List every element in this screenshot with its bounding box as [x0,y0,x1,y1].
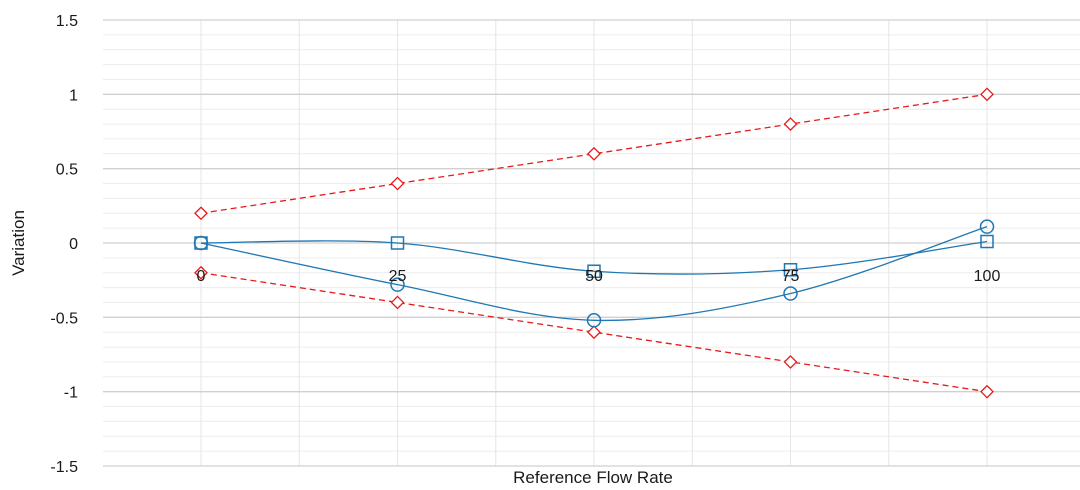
y-tick-label: 0.5 [56,162,78,179]
y-tick-label: 0 [69,236,78,253]
y-tick-label: 1 [69,87,78,104]
y-axis-title: Variation [9,210,28,276]
y-tick-label: 1.5 [56,13,78,30]
y-tick-label: -1 [64,385,78,402]
data-point-circle [193,235,209,251]
y-tick-labels: -1.5 -1 -0.5 0 0.5 1 1.5 [50,13,78,476]
data-point-square [783,263,798,277]
data-point-diamond [783,117,798,131]
y-tick-label: -0.5 [50,310,78,327]
x-tick-labels: 0 25 50 75 100 [197,268,1001,285]
y-tick-label: -1.5 [50,459,78,476]
series-1 [194,265,994,399]
gridlines [103,19,1080,467]
series-3 [193,219,995,328]
data-point-diamond [587,325,601,340]
x-tick-label: 75 [782,268,800,285]
series-0 [194,87,994,221]
data-point-circle [979,219,995,234]
series-line [200,240,988,275]
series-line [200,226,988,322]
data-point-square [390,236,405,250]
data-point-circle [586,313,602,328]
series-line [200,272,988,393]
x-tick-label: 0 [197,268,206,285]
data-point-diamond [390,295,405,310]
data-point-circle [390,277,405,292]
data-point-square [587,264,601,278]
data-point-diamond [783,355,798,369]
x-tick-label: 25 [389,268,407,285]
data-point-diamond [587,146,601,161]
x-axis-title: Reference Flow Rate [513,468,673,487]
x-tick-label: 100 [974,268,1001,285]
data-point-circle [783,286,798,301]
series-line [200,93,988,214]
x-tick-label: 50 [585,268,603,285]
data-point-diamond [194,206,208,221]
series-group [193,87,995,399]
data-point-diamond [980,87,994,102]
data-point-diamond [194,265,208,280]
data-point-diamond [390,176,405,191]
data-point-diamond [980,384,994,399]
data-point-square [980,234,994,249]
